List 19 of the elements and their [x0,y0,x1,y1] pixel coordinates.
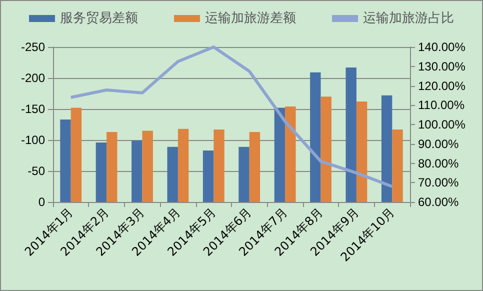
y2-tick-label: 60.00% [418,195,460,209]
y2-tick-label: 80.00% [418,156,460,170]
y2-tick-label: 110.00% [418,98,465,112]
legend-label: 运输加旅游占比 [363,11,454,26]
legend-label: 运输加旅游差额 [205,11,296,26]
y2-tick-label: 120.00% [418,78,466,93]
y2-tick-label: 130.00% [418,59,466,74]
y2-tick-label: 90.00% [418,136,460,151]
y2-tick-label: 100.00% [418,118,466,132]
y-tick-label: -150 [20,102,46,116]
y-tick-label: -250 [20,40,46,54]
y-tick-label: -100 [20,133,46,147]
y-tick-label: -200 [20,71,46,85]
y2-tick-label: 70.00% [418,176,460,190]
legend-label: 服务贸易差额 [60,11,138,26]
y2-tick-label: 140.00% [418,40,466,54]
y-tick-label: 0 [38,195,46,209]
y-tick-label: -50 [28,164,46,178]
line-series [69,46,394,188]
